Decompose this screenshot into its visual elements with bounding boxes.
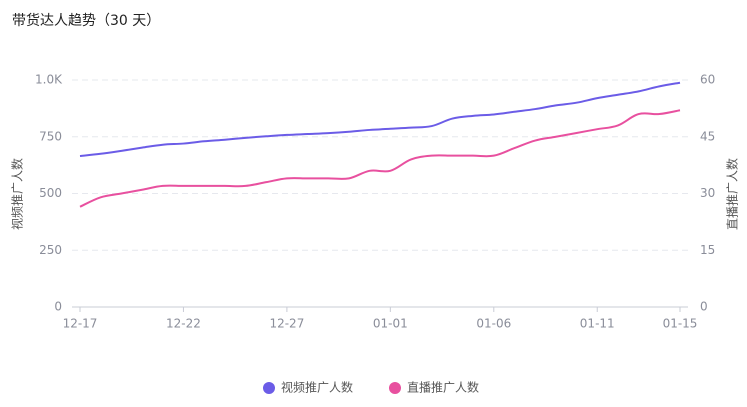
x-tick-label: 12-27 [269,317,304,331]
x-tick-label: 12-17 [63,317,98,331]
x-tick-label: 01-01 [373,317,408,331]
y-tick-label: 500 [39,186,62,200]
legend-marker [389,382,401,394]
y2-tick-label: 0 [700,300,708,314]
x-tick-label: 01-06 [476,317,511,331]
legend-label: 直播推广人数 [407,380,479,395]
y-axis-title: 视频推广人数 [10,158,25,230]
y-tick-label: 0 [54,300,62,314]
legend-marker [263,382,275,394]
legend-label: 视频推广人数 [281,380,353,395]
x-tick-label: 01-15 [663,317,698,331]
y2-axis-title: 直播推广人数 [725,158,740,230]
x-tick-label: 01-11 [580,317,615,331]
series-line [79,81,681,158]
y-tick-label: 1.0K [35,73,63,87]
y2-tick-label: 30 [700,186,715,200]
y-tick-label: 250 [39,243,62,257]
chart-title: 带货达人趋势（30 天） [12,12,160,29]
y2-tick-label: 60 [700,73,715,87]
x-tick-label: 12-22 [166,317,201,331]
y-tick-label: 750 [39,129,62,143]
y2-tick-label: 15 [700,243,715,257]
y2-tick-label: 45 [700,129,715,143]
series-line [79,109,681,208]
